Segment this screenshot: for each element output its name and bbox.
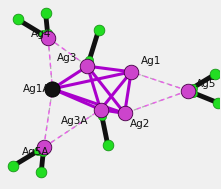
Point <box>46 32 50 35</box>
Point <box>86 65 89 68</box>
Text: Ag3A: Ag3A <box>61 116 89 126</box>
Point <box>44 12 47 15</box>
Text: Ag1A: Ag1A <box>23 84 50 94</box>
Point <box>130 70 133 73</box>
Point <box>46 36 50 39</box>
Point <box>213 73 217 76</box>
Point <box>11 164 15 167</box>
Point <box>51 87 54 90</box>
Text: Ag2: Ag2 <box>130 119 151 129</box>
Point <box>99 108 102 111</box>
Point <box>42 146 46 149</box>
Point <box>16 18 19 21</box>
Text: Ag1: Ag1 <box>141 57 161 66</box>
Point <box>191 86 195 89</box>
Point <box>36 149 40 152</box>
Point <box>216 101 219 104</box>
Text: Ag3: Ag3 <box>57 53 78 63</box>
Point <box>41 33 44 36</box>
Text: Ag5A: Ag5A <box>22 147 49 157</box>
Point <box>100 115 104 118</box>
Point <box>186 89 190 92</box>
Point <box>97 28 101 31</box>
Point <box>106 143 110 146</box>
Point <box>192 91 195 94</box>
Point <box>42 150 45 153</box>
Text: Ag4: Ag4 <box>30 29 51 39</box>
Point <box>123 112 126 115</box>
Text: Ag5: Ag5 <box>196 79 216 89</box>
Point <box>40 170 43 174</box>
Point <box>88 58 91 61</box>
